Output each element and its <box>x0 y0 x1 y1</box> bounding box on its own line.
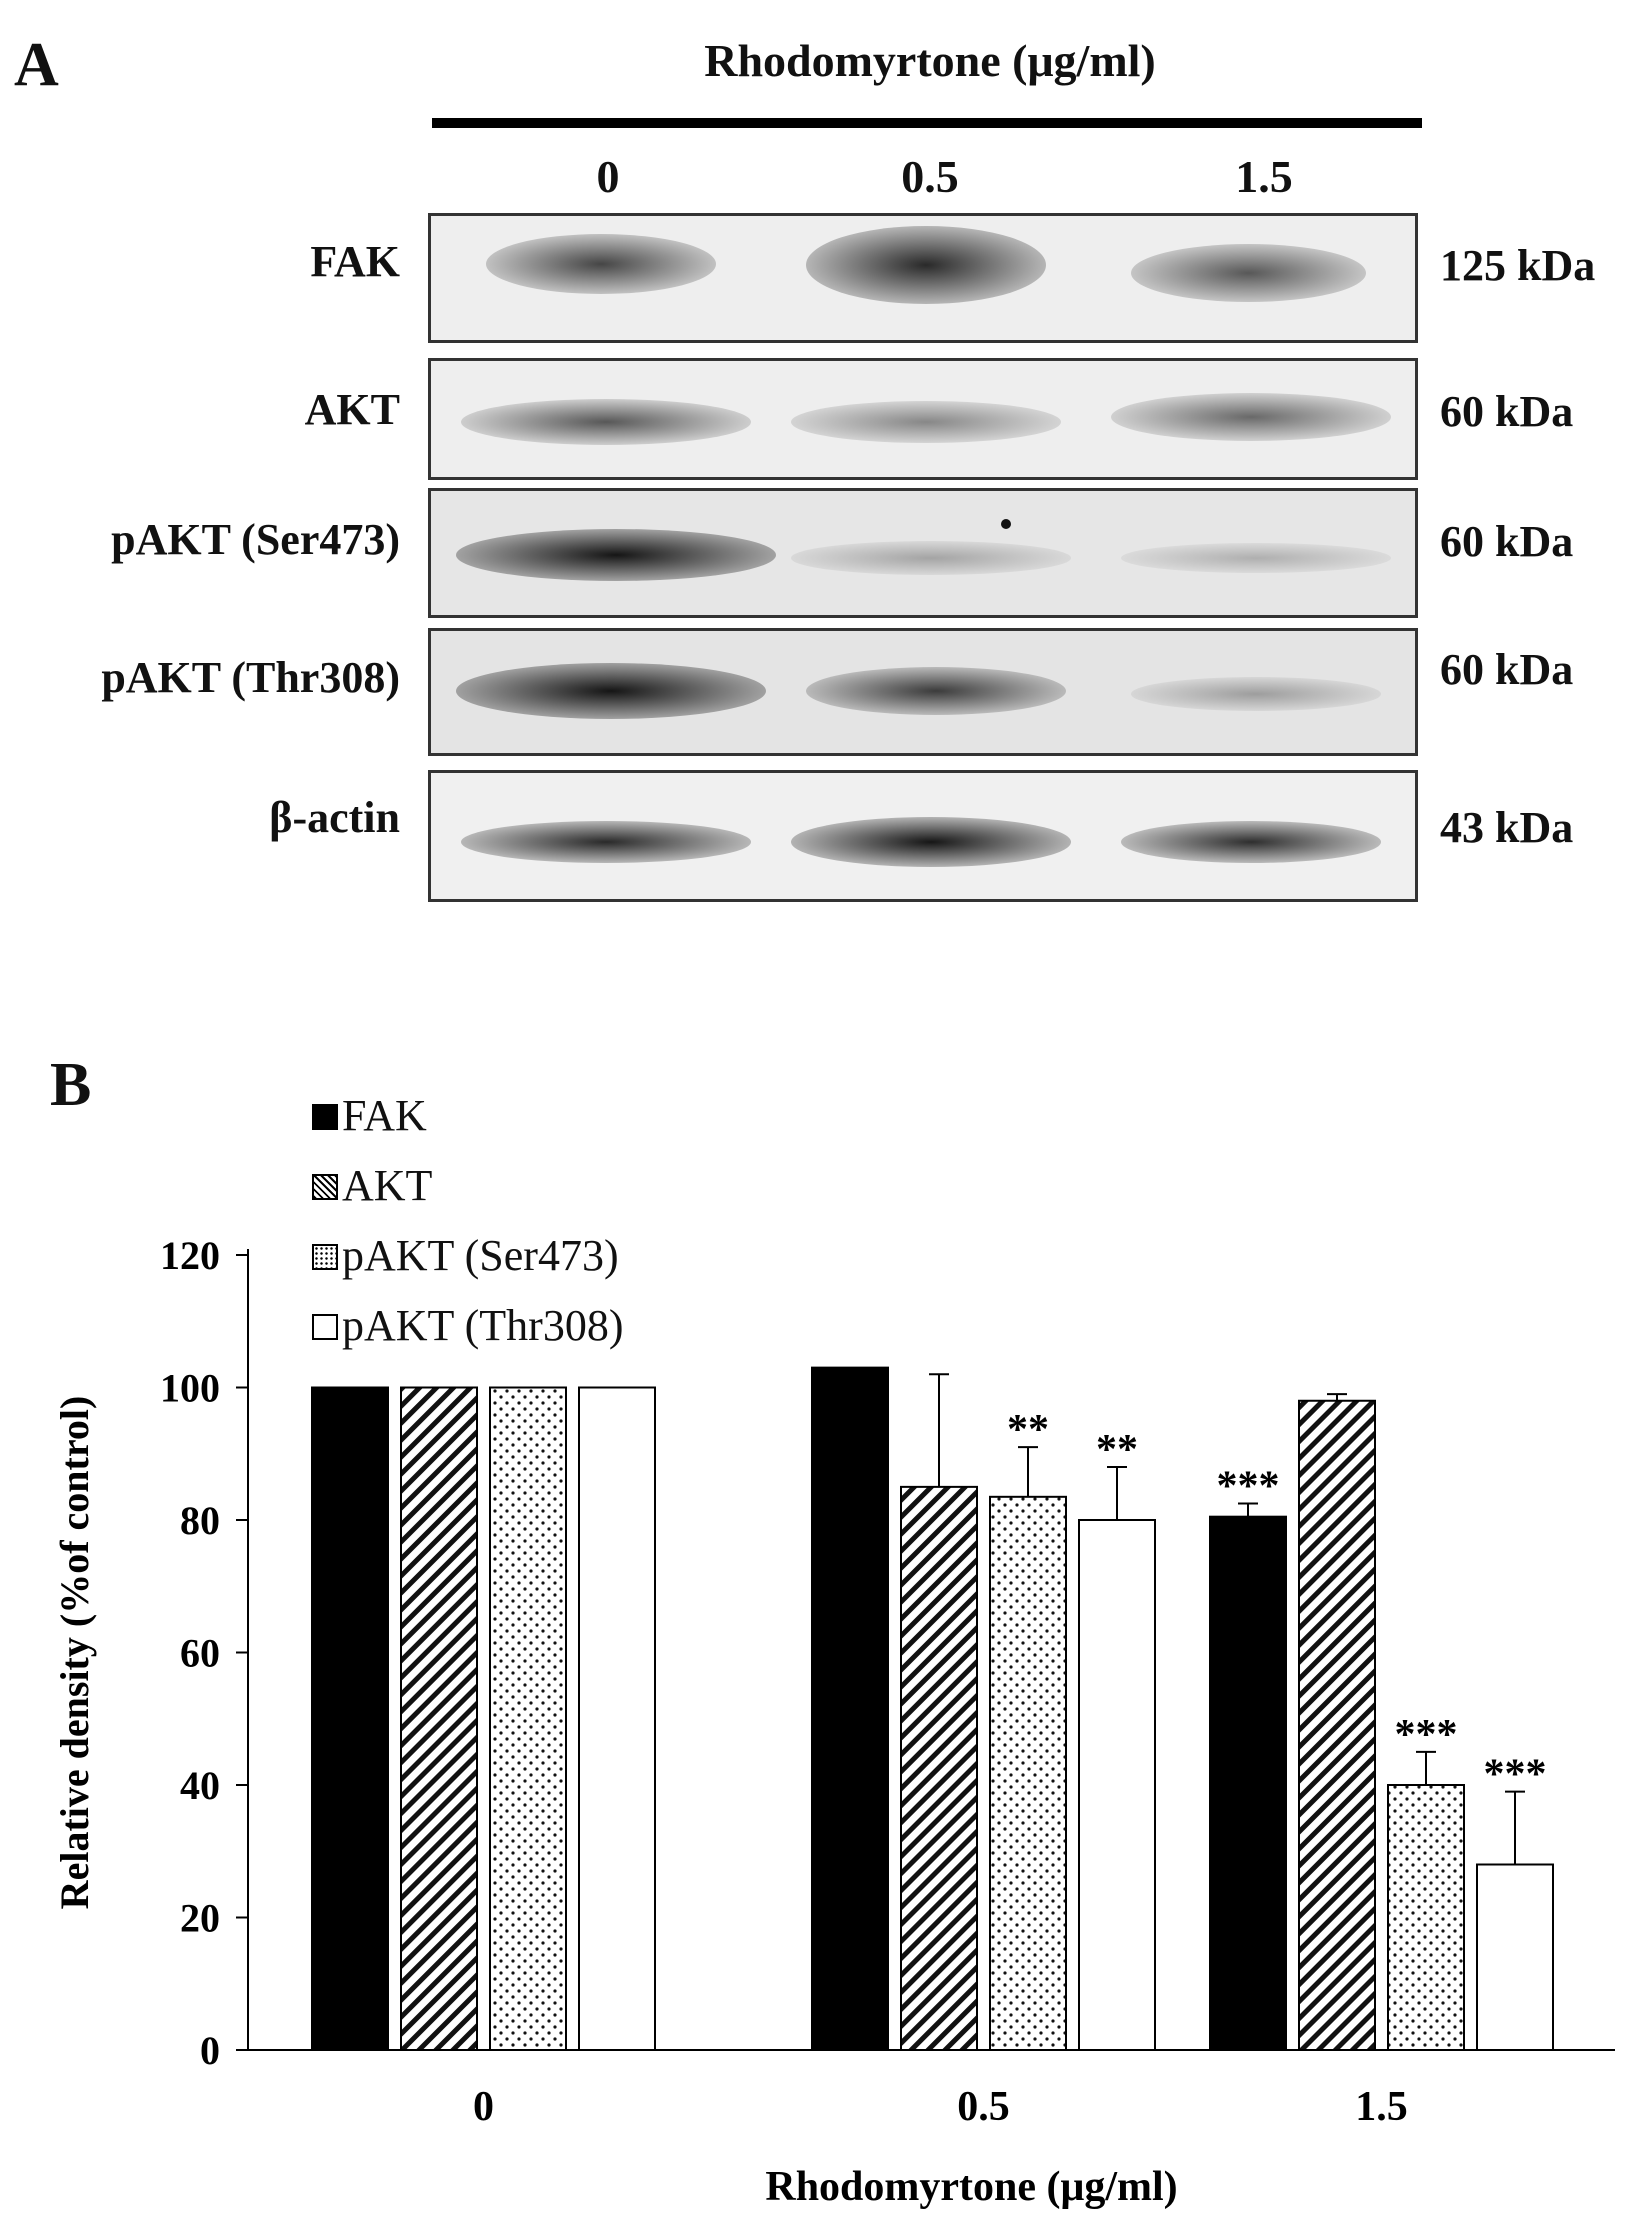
legend-swatch-dotted <box>312 1243 338 1270</box>
y-tick-label: 60 <box>180 1631 220 1676</box>
legend-label-pakt-thr308: pAKT (Thr308) <box>342 1301 624 1350</box>
significance-marker: *** <box>1395 1712 1458 1758</box>
dose-label-0: 0 <box>596 151 620 202</box>
bar-solid-1 <box>811 1366 889 2051</box>
panel-b-letter: B <box>50 1051 92 1119</box>
y-tick-label: 20 <box>180 1896 220 1941</box>
significance-marker: *** <box>1484 1752 1547 1798</box>
x-tick-label: 0 <box>473 2084 494 2130</box>
kda-pakt-thr308: 60 kDa <box>1440 645 1574 694</box>
blot-label-beta-actin: β-actin <box>269 793 400 842</box>
blot-pakt-ser473 <box>428 488 1418 618</box>
kda-pakt-ser473: 60 kDa <box>1440 517 1574 566</box>
y-tick-label: 80 <box>180 1498 220 1543</box>
legend-item-pakt-ser473: pAKT (Ser473) <box>312 1230 619 1280</box>
blot-label-pakt-ser473: pAKT (Ser473) <box>111 515 400 564</box>
blot-beta-actin <box>428 770 1418 902</box>
legend-item-akt: AKT <box>312 1160 432 1210</box>
dose-label-1: 0.5 <box>901 151 959 202</box>
legend-swatch-white <box>312 1313 338 1340</box>
legend-swatch-solid <box>312 1103 338 1130</box>
dose-label-2: 1.5 <box>1235 151 1293 202</box>
bar-diagonal-0 <box>400 1386 478 2051</box>
blot-title: Rhodomyrtone (μg/ml) <box>704 35 1156 86</box>
legend-swatch-diagonal <box>312 1173 338 1200</box>
blot-label-pakt-thr308: pAKT (Thr308) <box>101 653 400 702</box>
legend-label-fak: FAK <box>342 1091 427 1140</box>
legend-label-akt: AKT <box>342 1161 433 1210</box>
legend-item-fak: FAK <box>312 1090 427 1140</box>
blot-pakt-thr308 <box>428 628 1418 756</box>
bar-white-2 <box>1476 1863 1554 2051</box>
bar-dotted-1 <box>989 1495 1067 2051</box>
bar-dotted-2 <box>1387 1784 1465 2051</box>
blot-label-akt: AKT <box>304 385 400 434</box>
y-tick-label: 0 <box>200 2028 220 2073</box>
significance-marker: ** <box>1007 1407 1049 1453</box>
y-axis-title: Relative density (%of control) <box>52 1396 97 1910</box>
y-tick-label: 40 <box>180 1763 220 1808</box>
kda-fak: 125 kDa <box>1440 241 1596 290</box>
bar-solid-2 <box>1209 1515 1287 2051</box>
x-tick-label: 0.5 <box>957 2084 1010 2130</box>
bar-dotted-0 <box>489 1386 567 2051</box>
legend-label-pakt-ser473: pAKT (Ser473) <box>342 1231 619 1280</box>
bar-chart: 0 20 40 60 80 100 120 Relative density (%of con… <box>52 1233 1615 2210</box>
bar-diagonal-1 <box>900 1485 978 2051</box>
y-tick-label: 100 <box>160 1366 220 1411</box>
bar-diagonal-2 <box>1298 1399 1376 2051</box>
bar-white-1 <box>1078 1519 1156 2051</box>
significance-marker: *** <box>1217 1463 1280 1509</box>
panel-a-letter: A <box>14 31 59 99</box>
x-axis-title: Rhodomyrtone (μg/ml) <box>765 2164 1177 2210</box>
blot-akt <box>428 358 1418 480</box>
legend-item-pakt-thr308: pAKT (Thr308) <box>312 1300 623 1350</box>
title-bar <box>432 118 1422 128</box>
bar-solid-0 <box>311 1386 389 2051</box>
blot-label-fak: FAK <box>310 237 400 286</box>
kda-beta-actin: 43 kDa <box>1440 803 1574 852</box>
y-tick-label: 120 <box>160 1233 220 1278</box>
significance-marker: ** <box>1096 1427 1138 1473</box>
bar-white-0 <box>578 1386 656 2051</box>
kda-akt: 60 kDa <box>1440 387 1574 436</box>
x-tick-label: 1.5 <box>1355 2084 1408 2130</box>
blot-fak <box>428 213 1418 343</box>
